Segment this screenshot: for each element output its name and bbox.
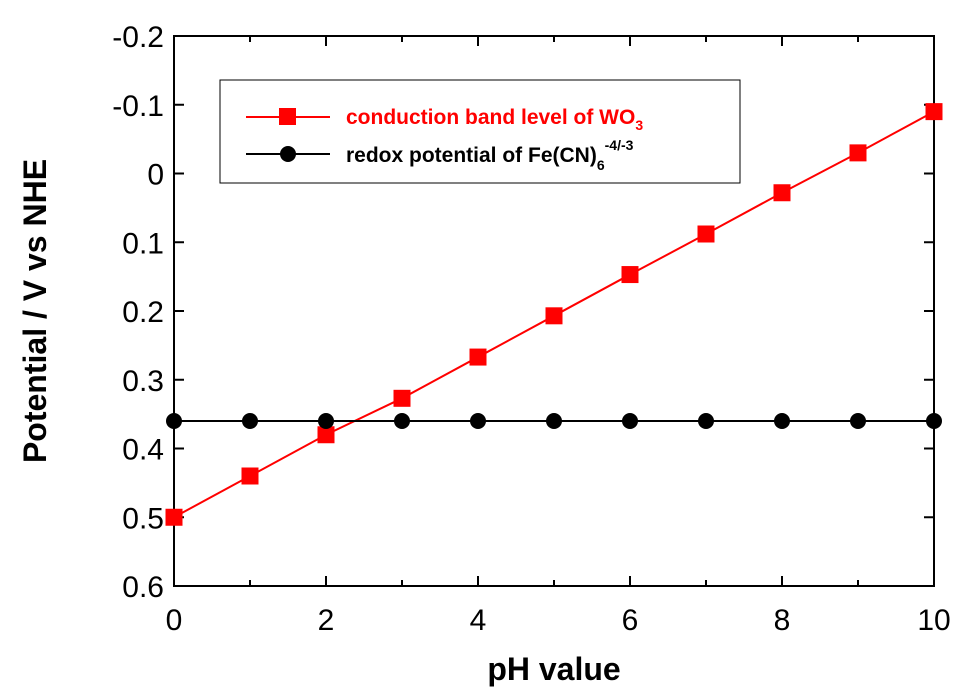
y-tick-label: 0.6 (122, 571, 164, 604)
series-layer (165, 103, 943, 526)
data-point (546, 413, 562, 429)
data-point (469, 348, 487, 366)
data-point (698, 413, 714, 429)
y-tick-label: -0.1 (112, 90, 164, 123)
y-tick-label: 0.1 (122, 227, 164, 260)
y-tick-label: -0.2 (112, 21, 164, 54)
data-point (394, 413, 410, 429)
data-point (773, 184, 791, 202)
data-point (393, 389, 411, 407)
data-point (697, 225, 715, 243)
data-point (241, 467, 259, 485)
data-point (850, 413, 866, 429)
x-tick-label: 6 (622, 604, 639, 637)
data-point (317, 426, 335, 444)
legend-label-wo3-sub: 3 (635, 117, 643, 133)
legend-marker-fecn (280, 146, 296, 162)
data-point (774, 413, 790, 429)
y-axis-title: Potential / V vs NHE (17, 159, 53, 463)
legend-label-wo3-main: conduction band level of WO (346, 106, 635, 129)
legend-label-fecn-sub: 6 (597, 157, 605, 173)
y-tick-label: 0.4 (122, 434, 164, 467)
x-tick-label: 8 (774, 604, 791, 637)
y-tick-label: 0 (147, 159, 164, 192)
data-point (621, 266, 639, 284)
x-tick-label: 4 (470, 604, 487, 637)
legend-label-fecn-sup: -4/-3 (605, 137, 634, 153)
data-point (545, 307, 563, 325)
data-point (622, 413, 638, 429)
legend: conduction band level of WO3 redox poten… (219, 79, 741, 184)
data-point (166, 413, 182, 429)
data-point (925, 103, 943, 121)
legend-label-wo3: conduction band level of WO3 (346, 106, 643, 133)
legend-marker-wo3 (279, 108, 296, 125)
legend-label-fecn: redox potential of Fe(CN)6-4/-3 (346, 137, 634, 173)
y-tick-label: 0.5 (122, 502, 164, 535)
y-tick-label: 0.2 (122, 296, 164, 329)
data-point (165, 508, 183, 526)
data-point (926, 413, 942, 429)
x-tick-label: 0 (166, 604, 183, 637)
legend-box (219, 79, 741, 184)
x-axis-title: pH value (487, 651, 620, 687)
x-tick-label: 2 (318, 604, 335, 637)
data-point (318, 413, 334, 429)
axis-ticks: 0 2 4 6 8 10 -0.2 -0.1 0 0.1 0.2 0.3 0.4 0.5 0.6 (112, 21, 950, 637)
x-tick-label: 10 (917, 604, 950, 637)
y-tick-label: 0.3 (122, 365, 164, 398)
data-point (849, 144, 867, 162)
legend-label-fecn-main: redox potential of Fe(CN) (346, 144, 597, 167)
data-point (470, 413, 486, 429)
data-point (242, 413, 258, 429)
